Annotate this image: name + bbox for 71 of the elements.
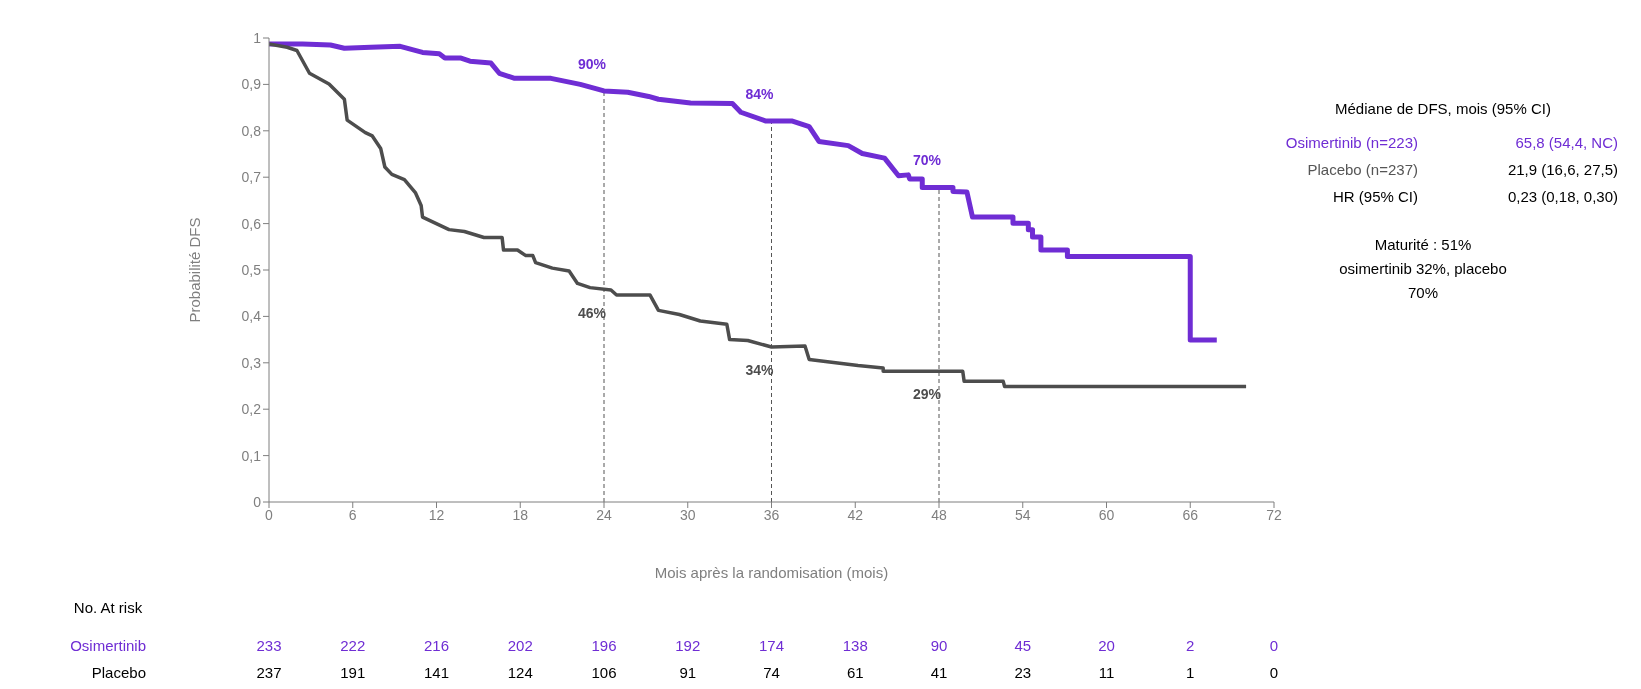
- y-tick-label: 0,9: [241, 76, 262, 93]
- x-tick-label: 66: [1182, 506, 1199, 523]
- text: 0: [1268, 637, 1280, 654]
- text: 191: [339, 664, 367, 681]
- x-tick-label: 18: [512, 506, 529, 523]
- text: 91: [678, 664, 698, 681]
- text: 138: [841, 637, 869, 654]
- text: osimertinib 32%, placebo: [1338, 260, 1508, 277]
- text: 174: [758, 637, 785, 654]
- x-tick-label: 48: [931, 506, 947, 523]
- text: 233: [255, 637, 283, 654]
- text: 11: [1097, 664, 1116, 681]
- text: 222: [339, 637, 367, 654]
- y-tick-label: 0,5: [241, 261, 262, 278]
- text: Placebo (n=237): [1306, 161, 1418, 178]
- y-tick-label: 0,8: [241, 122, 262, 139]
- y-tick-label: 0,4: [241, 308, 262, 325]
- text: 41: [929, 664, 949, 681]
- text: 23: [1013, 664, 1033, 681]
- text: 192: [674, 637, 702, 654]
- y-tick-label: 0,6: [241, 215, 262, 232]
- y-axis-title: Probabilité DFS: [186, 217, 204, 323]
- annotation: 29%: [912, 386, 942, 403]
- y-tick-label: 0,2: [241, 401, 262, 418]
- text: 141: [423, 664, 450, 681]
- text: 90: [929, 637, 949, 654]
- text: 74: [762, 664, 781, 681]
- annotation: 90%: [577, 55, 607, 72]
- text: 0,23 (0,18, 0,30): [1506, 188, 1618, 205]
- text: Placebo: [90, 664, 146, 681]
- x-tick-label: 54: [1014, 506, 1031, 523]
- text: 237: [255, 664, 283, 681]
- text: 106: [590, 664, 618, 681]
- x-tick-label: 42: [847, 506, 864, 523]
- annotation: 34%: [745, 361, 775, 378]
- text: 196: [590, 637, 618, 654]
- y-tick-label: 0,7: [241, 169, 262, 186]
- text: 20: [1097, 637, 1116, 654]
- text: 0: [1268, 664, 1280, 681]
- x-tick-label: 0: [265, 506, 274, 523]
- x-tick-label: 36: [763, 506, 780, 523]
- text: 2: [1185, 637, 1196, 654]
- text: Osimertinib (n=223): [1284, 134, 1418, 151]
- text: 124: [506, 664, 534, 681]
- y-tick-label: 0,1: [241, 447, 262, 464]
- text: 1: [1185, 664, 1196, 681]
- text: 70%: [1407, 284, 1439, 301]
- text: 45: [1013, 637, 1033, 654]
- text: 202: [506, 637, 534, 654]
- x-tick-label: 24: [596, 506, 612, 523]
- text: No. At risk: [72, 599, 144, 616]
- annotation: 84%: [745, 86, 775, 103]
- x-tick-label: 12: [428, 506, 445, 523]
- text: HR (95% CI): [1332, 188, 1418, 205]
- text: 21,9 (16,6, 27,5): [1506, 161, 1618, 178]
- text: 216: [423, 637, 450, 654]
- x-tick-label: 60: [1098, 506, 1115, 523]
- y-tick-label: 1: [253, 29, 262, 46]
- text: 61: [845, 664, 865, 681]
- text: Maturité : 51%: [1373, 236, 1473, 253]
- x-tick-label: 30: [679, 506, 696, 523]
- text: 65,8 (54,4, NC): [1514, 134, 1618, 151]
- x-axis-title: Mois après la randomisation (mois): [654, 564, 889, 581]
- y-tick-label: 0,3: [241, 354, 262, 371]
- annotation: 70%: [912, 152, 942, 169]
- x-tick-label: 6: [348, 506, 357, 523]
- annotation: 46%: [577, 304, 607, 321]
- y-tick-label: 0: [253, 493, 262, 510]
- text: Osimertinib: [69, 637, 146, 654]
- x-tick-label: 72: [1266, 506, 1282, 523]
- text: Médiane de DFS, mois (95% CI): [1334, 100, 1552, 117]
